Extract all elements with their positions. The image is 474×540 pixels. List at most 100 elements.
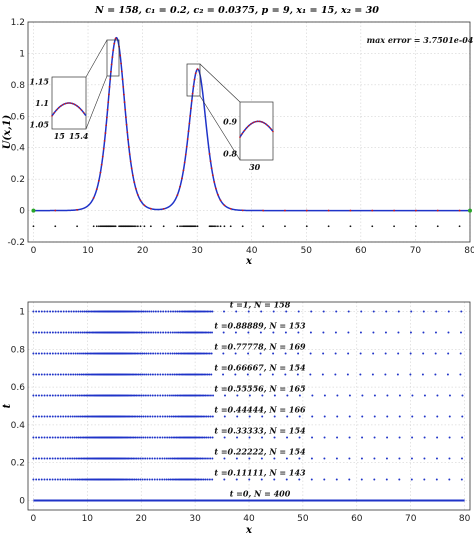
row-node: [57, 310, 60, 313]
row-node: [73, 457, 76, 460]
row-node: [147, 373, 150, 376]
row-node: [151, 415, 154, 418]
row-node: [84, 415, 87, 418]
row-node: [459, 331, 462, 334]
zoom-box-peak-2: [186, 63, 201, 97]
row-node: [66, 478, 69, 481]
row-node: [177, 415, 180, 418]
numeric-point: [196, 68, 199, 71]
row-node: [273, 415, 276, 418]
row-node: [208, 478, 211, 481]
row-node: [168, 415, 171, 418]
bottom-x-tick-label: 70: [405, 514, 417, 524]
row-node: [51, 436, 54, 439]
numeric-point: [54, 209, 57, 212]
row-node: [348, 394, 351, 397]
row-node: [209, 394, 212, 397]
row-node: [59, 436, 62, 439]
row-node: [87, 373, 90, 376]
row-node: [311, 415, 314, 418]
row-node: [373, 457, 376, 460]
row-node: [154, 331, 157, 334]
inset-point: [60, 105, 62, 107]
row-node: [336, 394, 339, 397]
top-x-tick-label: 30: [191, 246, 203, 256]
numeric-point: [262, 209, 265, 212]
row-node: [67, 394, 70, 397]
row-node: [235, 478, 238, 481]
row-node: [73, 415, 76, 418]
row-node: [195, 478, 198, 481]
row-node: [310, 310, 313, 313]
row-node: [297, 352, 300, 355]
bottom-x-tick-label: 50: [297, 514, 309, 524]
row-node: [46, 457, 49, 460]
row-node: [167, 478, 170, 481]
row-node: [156, 436, 159, 439]
row-node: [162, 331, 165, 334]
row-node: [62, 436, 65, 439]
inset-point: [67, 102, 69, 104]
row-node: [150, 331, 153, 334]
inset-y-tick-label: 1.1: [35, 98, 49, 108]
numeric-point: [190, 100, 193, 102]
inset-point: [73, 103, 76, 106]
bottom-y-tick-label: 0.8: [11, 345, 26, 355]
row-node: [261, 436, 264, 439]
row-node: [421, 373, 424, 376]
row-node: [135, 373, 138, 376]
row-node: [223, 394, 226, 397]
row-node: [310, 457, 313, 460]
row-node: [40, 415, 43, 418]
row-node: [201, 436, 204, 439]
row-node: [259, 352, 262, 355]
numeric-point: [176, 194, 179, 197]
row-node: [138, 394, 141, 397]
node-marker: [229, 225, 232, 228]
inset-point: [71, 102, 74, 105]
row-node: [75, 436, 78, 439]
numeric-point: [76, 208, 79, 211]
row-node: [128, 436, 131, 439]
row-node: [205, 415, 208, 418]
row-node: [272, 331, 275, 334]
row-node: [40, 394, 43, 397]
row-node: [361, 436, 364, 439]
row-node: [43, 457, 46, 460]
node-marker: [211, 225, 214, 228]
row-node: [62, 373, 65, 376]
row-node: [200, 478, 203, 481]
row-node: [134, 415, 137, 418]
row-node: [423, 478, 426, 481]
row-node: [204, 331, 207, 334]
row-node: [211, 331, 214, 334]
row-node: [51, 352, 54, 355]
row-node: [43, 352, 46, 355]
row-node: [177, 331, 180, 334]
row-node: [311, 436, 314, 439]
row-node: [211, 310, 214, 313]
numeric-point: [241, 209, 244, 212]
row-node: [448, 415, 451, 418]
row-node: [145, 373, 148, 376]
row-node: [57, 352, 60, 355]
row-node: [359, 331, 362, 334]
row-node: [70, 310, 73, 313]
row-node: [223, 436, 226, 439]
row-node: [139, 352, 142, 355]
row-node: [347, 352, 350, 355]
numeric-point: [182, 169, 185, 172]
zoom-connector-1b: [85, 75, 108, 130]
row-node: [435, 457, 438, 460]
row-node: [272, 352, 275, 355]
row-node: [195, 457, 198, 460]
row-node: [57, 436, 60, 439]
row-node: [131, 415, 134, 418]
row-node: [51, 310, 54, 313]
row-node: [201, 394, 204, 397]
row-node: [234, 352, 237, 355]
row-node: [69, 457, 72, 460]
top-y-tick-label: 0.2: [11, 175, 25, 185]
row-node: [261, 394, 264, 397]
row-node: [206, 457, 209, 460]
